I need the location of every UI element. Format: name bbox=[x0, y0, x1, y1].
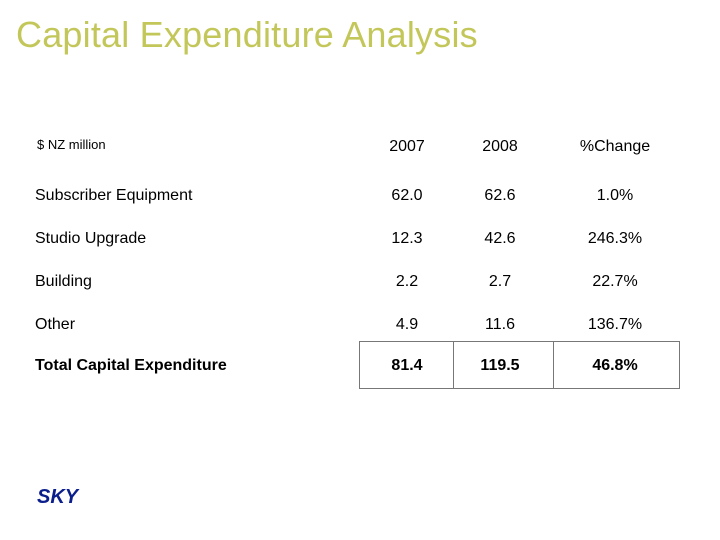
total-2007: 81.4 bbox=[391, 357, 423, 374]
cell-2007: 12.3 bbox=[391, 230, 423, 247]
unit-label: $ NZ million bbox=[37, 137, 106, 152]
cell-2007: 4.9 bbox=[395, 316, 419, 333]
header-change: %Change bbox=[579, 138, 651, 155]
header-2007: 2007 bbox=[389, 138, 425, 155]
divider bbox=[453, 342, 454, 388]
cell-2008: 2.7 bbox=[488, 273, 512, 290]
row-label-building: Building bbox=[35, 273, 92, 290]
cell-change: 1.0% bbox=[596, 187, 634, 204]
sky-logo-text: SKY bbox=[37, 486, 80, 507]
total-2008: 119.5 bbox=[480, 357, 520, 374]
slide-title: Capital Expenditure Analysis bbox=[16, 14, 478, 55]
cell-2008: 42.6 bbox=[484, 230, 516, 247]
row-label-total: Total Capital Expenditure bbox=[35, 357, 227, 374]
total-change: 46.8% bbox=[592, 357, 638, 374]
row-label-subscriber-equipment: Subscriber Equipment bbox=[35, 187, 193, 204]
cell-2008: 62.6 bbox=[484, 187, 516, 204]
cell-2007: 62.0 bbox=[391, 187, 423, 204]
row-label-studio-upgrade: Studio Upgrade bbox=[35, 230, 147, 247]
sky-logo: SKY bbox=[36, 485, 92, 512]
total-box bbox=[359, 341, 680, 389]
row-label-other: Other bbox=[35, 316, 76, 333]
header-2008: 2008 bbox=[482, 138, 518, 155]
sky-logo-icon: SKY bbox=[37, 486, 80, 508]
cell-change: 136.7% bbox=[587, 316, 643, 333]
cell-change: 22.7% bbox=[592, 273, 638, 290]
cell-2007: 2.2 bbox=[395, 273, 419, 290]
cell-change: 246.3% bbox=[587, 230, 643, 247]
cell-2008: 11.6 bbox=[485, 316, 515, 333]
divider bbox=[553, 342, 554, 388]
